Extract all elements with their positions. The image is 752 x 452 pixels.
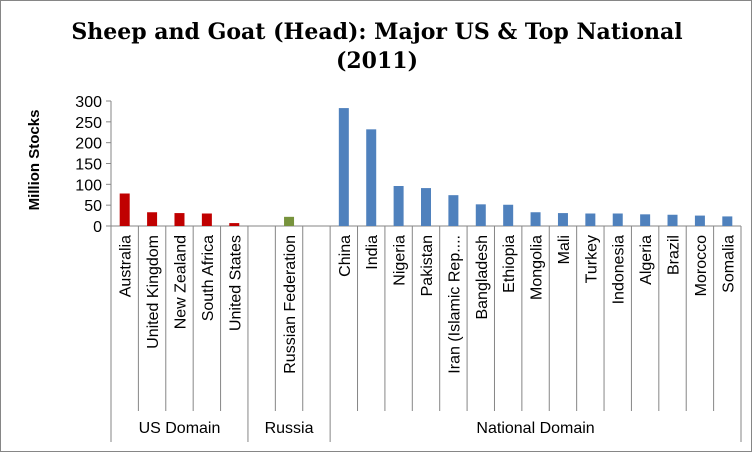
bar <box>557 213 568 226</box>
category-label: Australia <box>118 235 135 297</box>
category-label: Mongolia <box>529 235 546 300</box>
bar <box>147 212 158 226</box>
category-label: India <box>364 235 381 270</box>
bar <box>448 195 459 226</box>
category-label: Somalia <box>720 235 737 293</box>
bar <box>667 214 678 226</box>
y-tick-label: 50 <box>84 198 102 215</box>
category-label: South Africa <box>200 235 217 321</box>
category-label: China <box>337 235 354 277</box>
bar <box>722 216 733 226</box>
bar <box>119 193 130 226</box>
group-label: National Domain <box>476 420 594 437</box>
bar <box>530 212 541 226</box>
y-tick-label: 300 <box>75 94 102 111</box>
bar <box>640 214 651 226</box>
bar <box>393 186 404 226</box>
category-label: New Zealand <box>172 235 189 329</box>
bar <box>366 129 377 226</box>
y-tick-label: 0 <box>93 219 102 236</box>
category-label: Mali <box>556 235 573 264</box>
bar <box>229 223 240 226</box>
category-label: Nigeria <box>392 235 409 286</box>
bar <box>201 213 212 226</box>
category-label: Indonesia <box>611 235 628 304</box>
y-tick-label: 100 <box>75 177 102 194</box>
plot-layer: 0 50 100 150 200 250 300 Australia United Kingdo… <box>75 94 742 442</box>
category-label: United States <box>227 235 244 331</box>
category-label: Iran (Islamic Rep.... <box>446 235 463 374</box>
bar <box>694 215 705 226</box>
category-label: Algeria <box>638 235 655 285</box>
bar <box>338 108 349 226</box>
category-label: Morocco <box>693 235 710 296</box>
category-label: Brazil <box>666 235 683 275</box>
y-tick-label: 200 <box>75 136 102 153</box>
bar <box>174 213 185 226</box>
y-tick-label: 150 <box>75 157 102 174</box>
bar <box>503 204 514 226</box>
chart-title-line-1: Sheep and Goat (Head): Major US & Top Na… <box>71 19 682 45</box>
y-axis-label: Million Stocks <box>26 110 43 211</box>
category-label: Bangladesh <box>474 235 491 320</box>
group-label: Russia <box>265 420 314 437</box>
y-tick-label: 250 <box>75 115 102 132</box>
category-label: United Kingdom <box>145 235 162 349</box>
bar <box>612 213 623 226</box>
category-label: Ethiopia <box>501 235 518 293</box>
bar <box>421 188 431 226</box>
bar <box>585 213 596 226</box>
group-label: US Domain <box>139 420 221 437</box>
chart-title-line-2: (2011) <box>336 48 418 74</box>
bar <box>475 204 486 226</box>
category-label: Pakistan <box>419 235 436 296</box>
bar <box>284 216 295 226</box>
category-label: Russian Federation <box>282 235 299 374</box>
category-label: Turkey <box>583 235 600 283</box>
